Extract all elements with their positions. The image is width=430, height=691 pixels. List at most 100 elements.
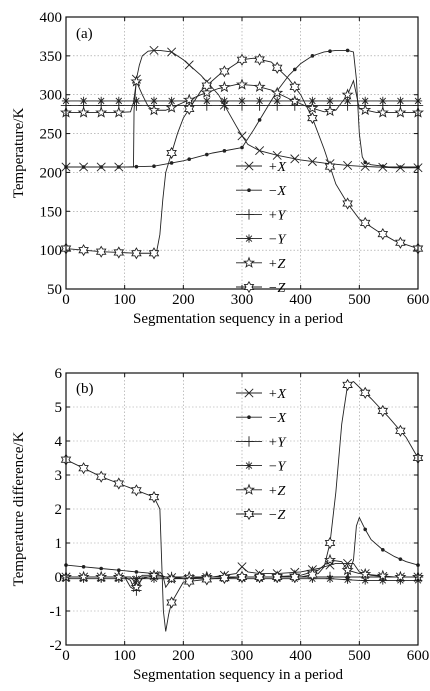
legend-marker — [243, 507, 255, 521]
y-tick-label: -1 — [50, 604, 63, 620]
series-point — [359, 567, 372, 580]
series-point — [183, 93, 196, 105]
y-tick-label: 250 — [40, 127, 63, 143]
series-point — [289, 570, 301, 584]
series-point — [132, 574, 141, 583]
series-point — [255, 96, 264, 106]
legend-marker — [243, 256, 255, 268]
series-point — [149, 96, 159, 106]
y-tick-label: -2 — [50, 638, 63, 654]
legend-marker — [243, 280, 255, 294]
y-tick-label: 350 — [40, 49, 63, 65]
legend-entry: +Z — [268, 257, 285, 272]
series-point — [378, 576, 387, 585]
chart-panel-b: 0 100 200 300 400 500 600 -2 -1 0 1 2 3 4 5 6 Segmentati… — [11, 366, 429, 683]
series-point — [343, 160, 353, 170]
series-point — [113, 477, 125, 490]
legend-entry: −X — [268, 184, 286, 199]
series-point — [343, 575, 352, 584]
y-tick-label: 3 — [55, 468, 63, 484]
series-point — [307, 111, 318, 125]
series-point — [114, 96, 123, 106]
series-point — [361, 96, 370, 106]
grid — [66, 373, 418, 645]
series-point — [359, 216, 371, 230]
series-point — [257, 118, 262, 122]
legend-marker — [247, 415, 251, 420]
series-point — [200, 86, 213, 98]
series-point — [205, 152, 209, 157]
legend: +X −X +Y −Y +Z −Z — [236, 160, 287, 296]
series-point — [236, 53, 248, 66]
x-tick-label: 400 — [289, 648, 312, 664]
series-point — [117, 568, 121, 572]
series-point — [222, 149, 227, 153]
series-point — [167, 47, 177, 57]
series-line — [66, 49, 418, 168]
series-point — [395, 424, 406, 437]
series-point — [359, 103, 372, 116]
series-point — [169, 161, 174, 165]
series-point — [183, 102, 195, 116]
series-point — [345, 48, 350, 53]
series-point — [183, 575, 195, 588]
series-point — [307, 157, 317, 167]
series-point — [271, 570, 283, 584]
y-tick-label: 400 — [40, 10, 63, 26]
series-point — [341, 563, 354, 576]
legend-entry: +Y — [268, 208, 287, 223]
series-point — [307, 568, 318, 581]
y-axis-label: Temperature/K — [11, 108, 27, 199]
series-point — [361, 576, 370, 585]
chart-panel-a: 0 100 200 300 400 500 600 50 100 150 200 250 300 350 4… — [11, 10, 429, 327]
series-point — [271, 61, 283, 74]
series-point — [394, 106, 407, 118]
legend-entry: −X — [268, 411, 286, 426]
x-tick-label: 200 — [172, 292, 195, 308]
series-point — [398, 165, 403, 169]
series-point — [148, 103, 160, 116]
series-point — [78, 244, 89, 257]
series-point — [99, 566, 103, 571]
legend-marker — [244, 161, 254, 171]
x-tick-label: 300 — [231, 648, 254, 664]
series-point — [359, 386, 371, 399]
series-point — [341, 88, 354, 100]
series-point — [324, 104, 336, 117]
series-point — [328, 49, 332, 53]
series-point — [165, 101, 178, 113]
series-point — [293, 67, 297, 72]
series-point — [152, 164, 156, 169]
y-tick-label: 50 — [47, 282, 62, 298]
series-point — [342, 378, 353, 392]
series-point — [290, 154, 300, 164]
series-point — [148, 247, 160, 260]
series-point — [377, 227, 389, 241]
legend-marker — [244, 234, 254, 243]
series-point — [202, 96, 211, 106]
series-point — [77, 106, 90, 118]
series-point — [237, 131, 247, 141]
series-point — [95, 470, 107, 483]
series-point — [130, 75, 143, 87]
series-point — [289, 80, 301, 94]
series-point — [324, 160, 336, 173]
series-point — [201, 79, 213, 92]
series-point — [78, 462, 89, 475]
series-point — [95, 570, 108, 583]
series-4 — [60, 75, 424, 118]
series-point — [363, 160, 368, 165]
series-point — [113, 246, 125, 259]
legend-marker — [243, 209, 255, 220]
series-point — [218, 80, 231, 93]
series-point — [219, 65, 230, 78]
series-point — [376, 569, 389, 581]
series-point — [396, 576, 405, 585]
series-point — [132, 96, 141, 106]
series-point — [117, 165, 121, 169]
series-point — [378, 96, 387, 106]
legend-marker — [247, 188, 251, 192]
x-tick-label: 500 — [348, 292, 371, 308]
series-line — [65, 57, 419, 254]
series-line — [66, 79, 418, 114]
